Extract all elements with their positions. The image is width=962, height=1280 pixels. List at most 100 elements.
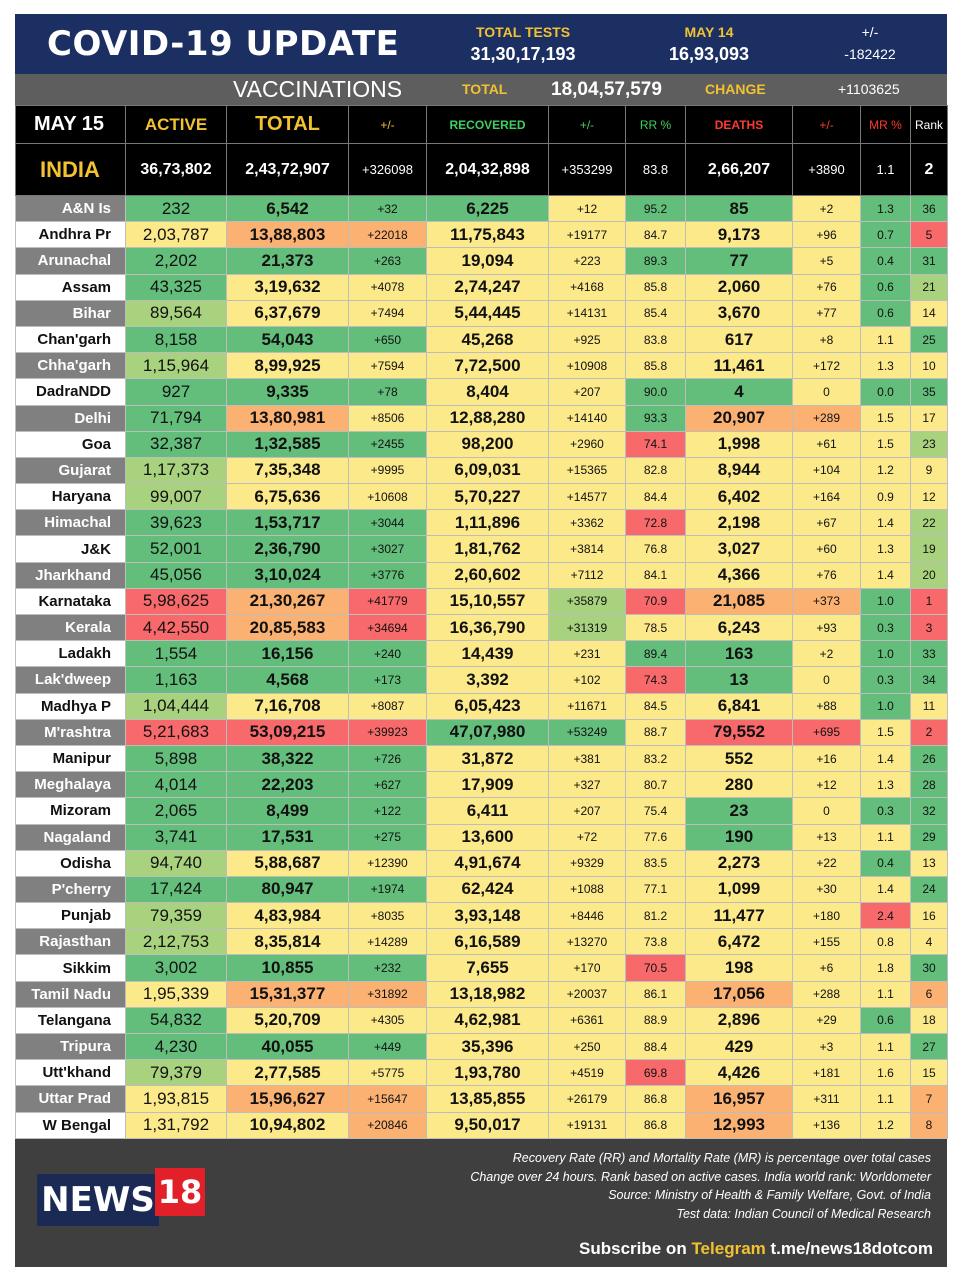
cell-total-change: +3027 [348, 535, 427, 563]
table-row: DadraNDD 927 9,335 +78 8,404 +207 90.0 4 0 0.0 35 [15, 378, 948, 406]
cell-total: 5,88,687 [226, 849, 349, 877]
state-name: M'rashtra [15, 718, 126, 746]
cell-rr: 86.8 [625, 1111, 686, 1139]
table-row: Bihar 89,564 6,37,679 +7494 5,44,445 +14131 85… [15, 299, 948, 327]
cell-recovered-change: +14131 [548, 299, 626, 327]
cell-rank: 6 [910, 980, 948, 1008]
cell-rr: 82.8 [625, 456, 686, 485]
cell-active: 1,17,373 [125, 456, 227, 485]
cell-rank: 10 [910, 352, 948, 380]
cell-total-change: +726 [348, 744, 427, 773]
table-row: Arunachal 2,202 21,373 +263 19,094 +223 89.3 77… [15, 247, 948, 275]
cell-rr: 86.8 [625, 1085, 686, 1113]
cell-deaths-change: +93 [792, 613, 861, 642]
cell-deaths: 77 [685, 247, 793, 275]
cell-deaths-change: +29 [792, 1006, 861, 1035]
cell-mr: 1.1 [860, 1085, 911, 1113]
cell-recovered: 6,225 [426, 194, 549, 223]
cell-rr: 84.5 [625, 692, 686, 720]
cell-recovered-change: +207 [548, 797, 626, 825]
cell-recovered: 7,72,500 [426, 352, 549, 380]
cell-recovered-change: +13270 [548, 928, 626, 956]
table-row: Telangana 54,832 5,20,709 +4305 4,62,981 +636… [15, 1006, 948, 1035]
cell-total-change: +15647 [348, 1085, 427, 1113]
state-name: Ladakh [15, 640, 126, 668]
cell-recovered-change: +231 [548, 640, 626, 668]
cell-recovered-change: +15365 [548, 456, 626, 485]
india-total-change: +326098 [348, 143, 427, 196]
cell-rr: 75.4 [625, 797, 686, 825]
cell-active: 1,31,792 [125, 1111, 227, 1139]
cell-recovered-change: +14577 [548, 483, 626, 511]
cell-recovered-change: +35879 [548, 587, 626, 616]
state-name: Kerala [15, 613, 126, 642]
cell-total: 21,30,267 [226, 587, 349, 616]
rr-header: RR % [625, 105, 686, 144]
table-row: Chha'garh 1,15,964 8,99,925 +7594 7,72,500 +1… [15, 352, 948, 380]
cell-rr: 70.5 [625, 954, 686, 982]
cell-mr: 1.4 [860, 509, 911, 537]
cell-deaths: 11,477 [685, 902, 793, 930]
cell-rank: 11 [910, 692, 948, 720]
deaths-change-header: +/- [792, 105, 861, 144]
cell-active: 4,014 [125, 771, 227, 799]
state-name: Lak'dweep [15, 666, 126, 694]
cell-deaths: 20,907 [685, 404, 793, 432]
cell-deaths-change: +61 [792, 430, 861, 458]
india-deaths-change: +3890 [792, 143, 861, 196]
cell-recovered: 31,872 [426, 744, 549, 773]
recovered-header: RECOVERED [426, 105, 549, 144]
cell-deaths: 4,366 [685, 561, 793, 589]
cell-mr: 0.0 [860, 378, 911, 406]
vaccinations-change-label: CHANGE [705, 81, 766, 97]
cell-deaths-change: +96 [792, 221, 861, 249]
cell-deaths: 2,198 [685, 509, 793, 537]
cell-recovered: 1,81,762 [426, 535, 549, 563]
state-name: Uttar Prad [15, 1085, 126, 1113]
state-name: Telangana [15, 1006, 126, 1035]
india-deaths: 2,66,207 [685, 143, 793, 196]
cell-deaths: 21,085 [685, 587, 793, 616]
cell-active: 1,554 [125, 640, 227, 668]
cell-mr: 1.1 [860, 325, 911, 354]
table-row: Rajasthan 2,12,753 8,35,814 +14289 6,16,589 +… [15, 928, 948, 956]
header-band: COVID-19 UPDATE TOTAL TESTS 31,30,17,193… [15, 14, 947, 74]
table-row: Andhra Pr 2,03,787 13,88,803 +22018 11,75,84… [15, 221, 948, 249]
cell-mr: 1.0 [860, 692, 911, 720]
table-row: P'cherry 17,424 80,947 +1974 62,424 +1088 77.1… [15, 875, 948, 904]
cell-recovered: 13,18,982 [426, 980, 549, 1008]
cell-mr: 1.2 [860, 456, 911, 485]
telegram-link[interactable]: t.me/news18dotcom [770, 1238, 934, 1258]
cell-rr: 84.4 [625, 483, 686, 511]
cell-deaths-change: +181 [792, 1059, 861, 1087]
cell-deaths: 280 [685, 771, 793, 799]
cell-mr: 1.3 [860, 771, 911, 799]
cell-recovered: 17,909 [426, 771, 549, 799]
cell-rr: 73.8 [625, 928, 686, 956]
cell-mr: 0.7 [860, 221, 911, 249]
cell-rr: 83.5 [625, 849, 686, 877]
cell-recovered: 16,36,790 [426, 613, 549, 642]
india-rr: 83.8 [625, 143, 686, 196]
cell-total: 22,203 [226, 771, 349, 799]
cell-deaths: 16,957 [685, 1085, 793, 1113]
cell-total: 15,96,627 [226, 1085, 349, 1113]
cell-total-change: +8035 [348, 902, 427, 930]
cell-deaths-change: +311 [792, 1085, 861, 1113]
cell-deaths-change: +2 [792, 194, 861, 223]
cell-total-change: +232 [348, 954, 427, 982]
cell-active: 39,623 [125, 509, 227, 537]
state-name: Punjab [15, 902, 126, 930]
cell-deaths: 23 [685, 797, 793, 825]
india-active: 36,73,802 [125, 143, 227, 196]
cell-active: 4,42,550 [125, 613, 227, 642]
table-row: Sikkim 3,002 10,855 +232 7,655 +170 70.5 198 +6 1… [15, 954, 948, 982]
cell-deaths: 4,426 [685, 1059, 793, 1087]
vaccinations-band: VACCINATIONS TOTAL 18,04,57,579 CHANGE +… [15, 74, 947, 105]
cell-total-change: +39923 [348, 718, 427, 746]
cell-recovered-change: +26179 [548, 1085, 626, 1113]
india-total-row: INDIA 36,73,802 2,43,72,907 +326098 2,04… [15, 143, 948, 196]
cell-rank: 5 [910, 221, 948, 249]
cell-recovered: 12,88,280 [426, 404, 549, 432]
may14-value: 16,93,093 [668, 44, 750, 64]
